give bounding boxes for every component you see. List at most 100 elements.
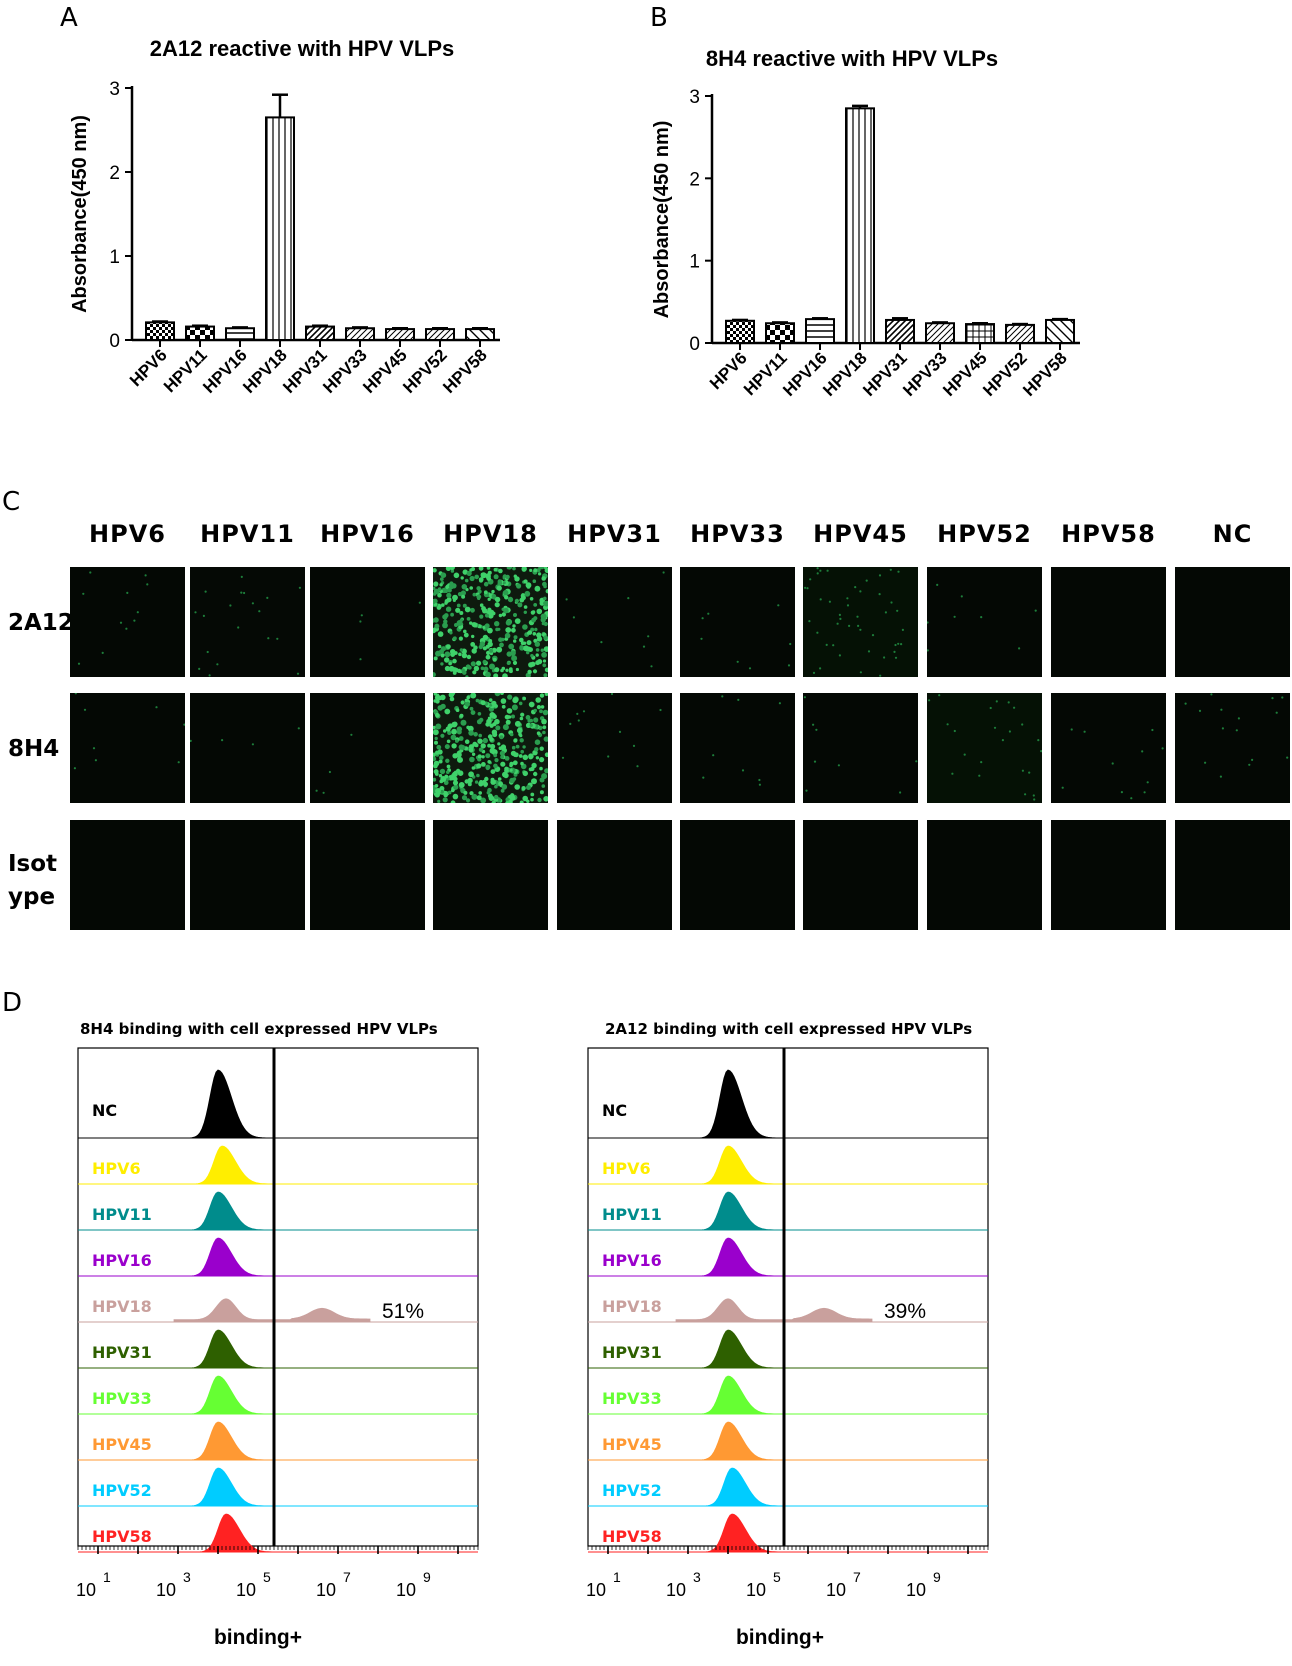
x-tick-exponent: 3: [693, 1569, 701, 1585]
fluorescence-image-0-hpv31: [557, 567, 672, 677]
x-tick-label: HPV31: [279, 345, 331, 397]
fluorescence-image-0-hpv33: [680, 567, 795, 677]
y-tick-label: 1: [689, 252, 700, 273]
series-label-nc: NC: [602, 1101, 627, 1120]
x-tick-base: 10: [316, 1580, 336, 1600]
fluorescence-image-1-nc: [1175, 693, 1290, 803]
series-label-hpv18: HPV18: [92, 1297, 152, 1316]
x-tick-label: HPV52: [399, 345, 451, 397]
histogram-hpv45: [676, 1421, 792, 1461]
bar-hpv31: [305, 325, 335, 341]
bar-hpv6: [725, 319, 755, 344]
chart-title: 8H4 reactive with HPV VLPs: [706, 46, 998, 71]
column-label-hpv18: HPV18: [443, 520, 538, 548]
x-tick-label: HPV18: [239, 345, 291, 397]
y-axis-label: Absorbance(450 nm): [651, 121, 673, 319]
series-label-hpv11: HPV11: [92, 1205, 152, 1224]
x-tick-base: 10: [586, 1580, 606, 1600]
bar-hpv33: [925, 322, 955, 344]
row-label-2-1: ype: [8, 884, 56, 910]
bar-hpv11: [765, 322, 795, 344]
column-label-hpv6: HPV6: [89, 520, 166, 548]
x-axis-label: binding+: [214, 1626, 302, 1649]
x-tick-label: HPV16: [199, 345, 251, 397]
fluorescence-image-2-hpv6: [70, 820, 185, 930]
x-tick-exponent: 7: [343, 1569, 351, 1585]
bar-hpv58: [465, 328, 495, 341]
fluorescence-image-1-hpv6: [70, 693, 185, 803]
series-label-hpv45: HPV45: [92, 1435, 152, 1454]
x-tick-label: HPV45: [939, 348, 991, 400]
x-tick-label: HPV33: [319, 345, 371, 397]
y-tick-label: 0: [689, 334, 700, 355]
fluorescence-image-0-hpv52: [927, 567, 1042, 677]
column-label-hpv52: HPV52: [937, 520, 1032, 548]
histogram-hpv31: [166, 1329, 282, 1369]
panel-letter-c: C: [2, 487, 21, 517]
x-tick-label: HPV33: [899, 348, 951, 400]
bar-hpv33: [345, 327, 375, 341]
bar-hpv52: [425, 328, 455, 341]
series-label-hpv52: HPV52: [92, 1481, 152, 1500]
series-label-hpv45: HPV45: [602, 1435, 662, 1454]
fluorescence-image-2-hpv11: [190, 820, 305, 930]
column-label-hpv11: HPV11: [200, 520, 295, 548]
fluorescence-image-1-hpv58: [1051, 693, 1166, 803]
series-label-hpv52: HPV52: [602, 1481, 662, 1500]
y-tick-label: 2: [689, 169, 700, 190]
histogram-nc: [676, 1069, 792, 1139]
x-tick-exponent: 9: [933, 1569, 941, 1585]
fluorescence-image-1-hpv33: [680, 693, 795, 803]
column-label-nc: NC: [1212, 520, 1253, 548]
series-label-hpv6: HPV6: [92, 1159, 141, 1178]
histogram-hpv58: [174, 1513, 290, 1553]
series-label-hpv6: HPV6: [602, 1159, 651, 1178]
fluorescence-image-0-hpv16: [310, 567, 425, 677]
x-tick-base: 10: [906, 1580, 926, 1600]
fluorescence-image-0-hpv58: [1051, 567, 1166, 677]
x-tick-label: HPV16: [779, 348, 831, 400]
series-label-hpv16: HPV16: [602, 1251, 662, 1270]
x-tick-base: 10: [666, 1580, 686, 1600]
x-tick-exponent: 9: [423, 1569, 431, 1585]
x-tick-exponent: 5: [773, 1569, 781, 1585]
row-label-1-0: 8H4: [8, 736, 60, 762]
histogram-hpv58: [680, 1513, 796, 1553]
histogram-hpv52: [166, 1467, 282, 1507]
histogram-hpv31: [676, 1329, 792, 1369]
bar-chart-2a12: 2A12 reactive with HPV VLPs Absorbance(45…: [69, 36, 500, 397]
percent-positive-label: 39%: [884, 1300, 926, 1323]
fluorescence-image-2-hpv45: [803, 820, 918, 930]
bar-chart-8h4: 8H4 reactive with HPV VLPs Absorbance(450…: [651, 46, 1080, 400]
series-label-hpv31: HPV31: [92, 1343, 152, 1362]
x-tick-label: HPV31: [859, 348, 911, 400]
bar-hpv52: [1005, 323, 1035, 344]
panel-letter-d: D: [2, 988, 23, 1018]
x-tick-label: HPV45: [359, 345, 411, 397]
y-tick-label: 0: [109, 331, 120, 352]
bar-hpv16: [805, 318, 835, 344]
bar-hpv18: [265, 116, 295, 342]
panel-letter-b: B: [650, 3, 668, 33]
series-label-hpv11: HPV11: [602, 1205, 662, 1224]
fluorescence-image-1-hpv45: [803, 693, 918, 803]
fluorescence-image-0-hpv45: [803, 567, 918, 677]
x-tick-base: 10: [826, 1580, 846, 1600]
fluorescence-image-0-hpv6: [70, 567, 185, 677]
flow-chart-2a12-title: 2A12 binding with cell expressed HPV VLP…: [605, 1020, 973, 1038]
histogram-hpv11: [676, 1191, 792, 1231]
x-tick-label: HPV18: [819, 348, 871, 400]
y-tick-label: 2: [109, 163, 120, 184]
y-tick-label: 3: [109, 79, 120, 100]
histogram-hpv16: [166, 1237, 282, 1277]
row-label-2-0: Isot: [8, 851, 58, 877]
bar-hpv11: [185, 325, 215, 341]
y-axis-label: Absorbance(450 nm): [69, 115, 91, 313]
bar-hpv16: [225, 327, 255, 341]
y-tick-label: 1: [109, 247, 120, 268]
x-tick-label: HPV58: [1019, 348, 1071, 400]
histogram-nc: [166, 1069, 282, 1139]
histogram-hpv6: [170, 1145, 286, 1185]
fluorescence-image-0-nc: [1175, 567, 1290, 677]
x-axis-label: binding+: [736, 1626, 824, 1649]
